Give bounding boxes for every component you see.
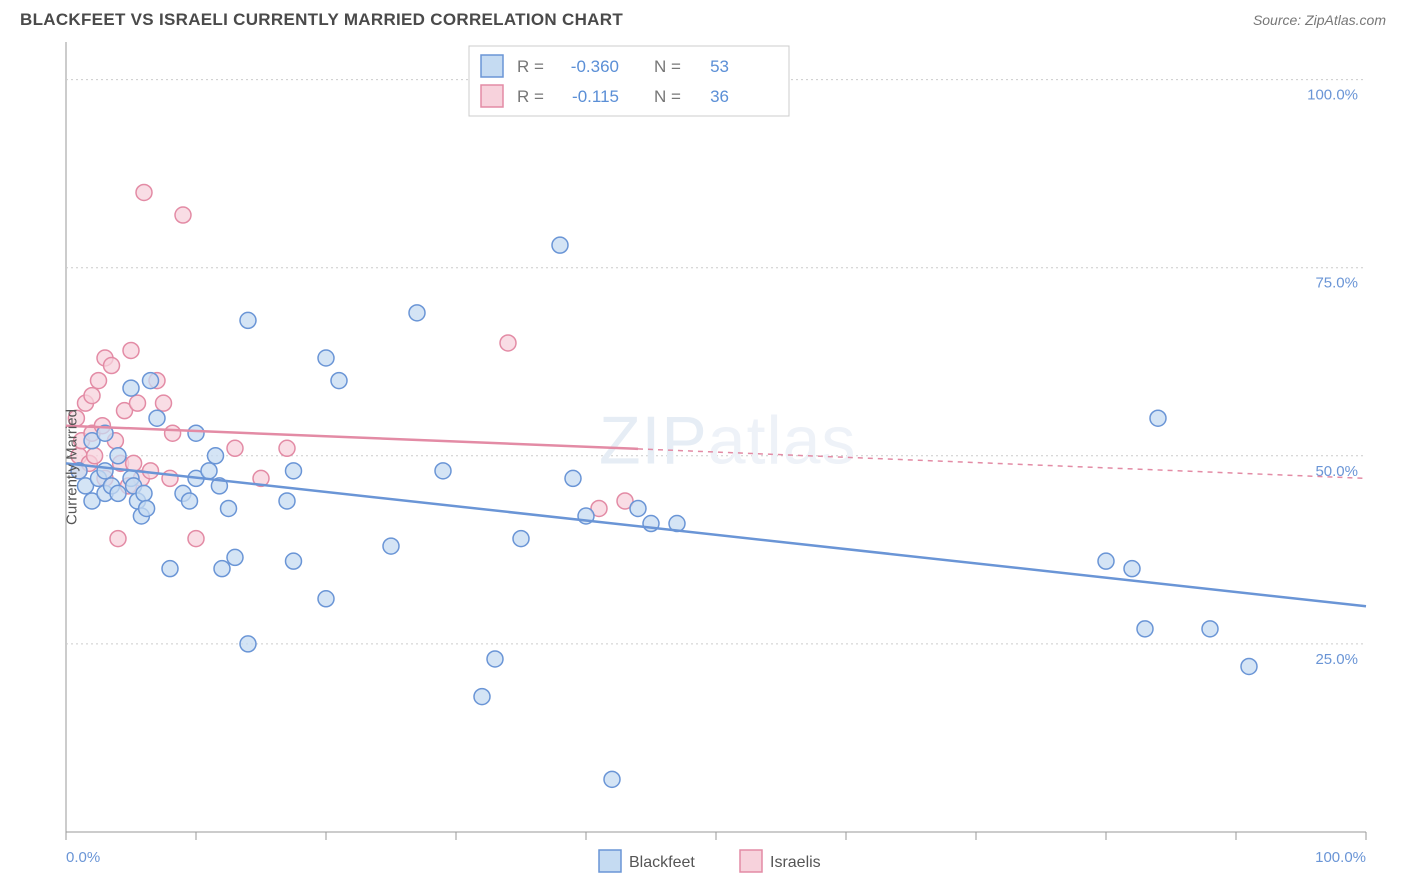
legend-r-value: -0.360 [571, 57, 619, 76]
data-point [221, 500, 237, 516]
data-point [279, 440, 295, 456]
legend-n-value: 36 [710, 87, 729, 106]
data-point [552, 237, 568, 253]
data-point [604, 771, 620, 787]
data-point [227, 549, 243, 565]
data-point [97, 463, 113, 479]
data-point [156, 395, 172, 411]
data-point [318, 350, 334, 366]
data-point [1098, 553, 1114, 569]
y-axis-label: Currently Married [63, 409, 80, 525]
legend-n-label: N = [654, 57, 681, 76]
data-point [110, 448, 126, 464]
y-tick-label: 25.0% [1315, 651, 1358, 668]
legend-n-label: N = [654, 87, 681, 106]
data-point [91, 373, 107, 389]
legend-swatch [481, 85, 503, 107]
chart-source: Source: ZipAtlas.com [1253, 12, 1386, 28]
data-point [182, 493, 198, 509]
data-point [188, 531, 204, 547]
watermark: ZIPatlas [599, 402, 856, 478]
scatter-chart: 25.0%50.0%75.0%100.0%0.0%100.0%ZIPatlasR… [20, 42, 1386, 892]
data-point [110, 531, 126, 547]
data-point [227, 440, 243, 456]
data-point [513, 531, 529, 547]
data-point [565, 470, 581, 486]
bottom-legend-swatch [740, 850, 762, 872]
data-point [104, 358, 120, 374]
data-point [487, 651, 503, 667]
data-point [383, 538, 399, 554]
bottom-legend-label: Israelis [770, 854, 821, 871]
data-point [136, 184, 152, 200]
data-point [409, 305, 425, 321]
data-point [188, 425, 204, 441]
data-point [110, 485, 126, 501]
data-point [474, 689, 490, 705]
data-point [87, 448, 103, 464]
trend-line-solid [66, 426, 638, 449]
data-point [123, 380, 139, 396]
legend-r-value: -0.115 [572, 87, 619, 106]
data-point [214, 561, 230, 577]
data-point [279, 493, 295, 509]
y-tick-label: 100.0% [1307, 87, 1358, 104]
data-point [286, 463, 302, 479]
data-point [240, 312, 256, 328]
x-tick-label: 0.0% [66, 849, 100, 866]
data-point [240, 636, 256, 652]
chart-header: BLACKFEET VS ISRAELI CURRENTLY MARRIED C… [0, 0, 1406, 36]
data-point [435, 463, 451, 479]
data-point [1202, 621, 1218, 637]
x-tick-label: 100.0% [1315, 849, 1366, 866]
y-tick-label: 75.0% [1315, 275, 1358, 292]
data-point [500, 335, 516, 351]
data-point [1241, 658, 1257, 674]
data-point [139, 500, 155, 516]
data-point [162, 470, 178, 486]
data-point [84, 388, 100, 404]
data-point [149, 410, 165, 426]
data-point [331, 373, 347, 389]
data-point [1150, 410, 1166, 426]
data-point [208, 448, 224, 464]
data-point [1137, 621, 1153, 637]
data-point [130, 395, 146, 411]
data-point [175, 207, 191, 223]
legend-n-value: 53 [710, 57, 729, 76]
data-point [123, 342, 139, 358]
legend-swatch [481, 55, 503, 77]
data-point [143, 373, 159, 389]
data-point [201, 463, 217, 479]
data-point [630, 500, 646, 516]
data-point [318, 591, 334, 607]
data-point [165, 425, 181, 441]
chart-container: Currently Married 25.0%50.0%75.0%100.0%0… [20, 42, 1386, 892]
trend-line [66, 463, 1366, 606]
data-point [136, 485, 152, 501]
bottom-legend-label: Blackfeet [629, 854, 695, 871]
legend-r-label: R = [517, 57, 544, 76]
chart-title: BLACKFEET VS ISRAELI CURRENTLY MARRIED C… [20, 10, 623, 30]
legend-r-label: R = [517, 87, 544, 106]
data-point [286, 553, 302, 569]
data-point [1124, 561, 1140, 577]
data-point [162, 561, 178, 577]
bottom-legend-swatch [599, 850, 621, 872]
